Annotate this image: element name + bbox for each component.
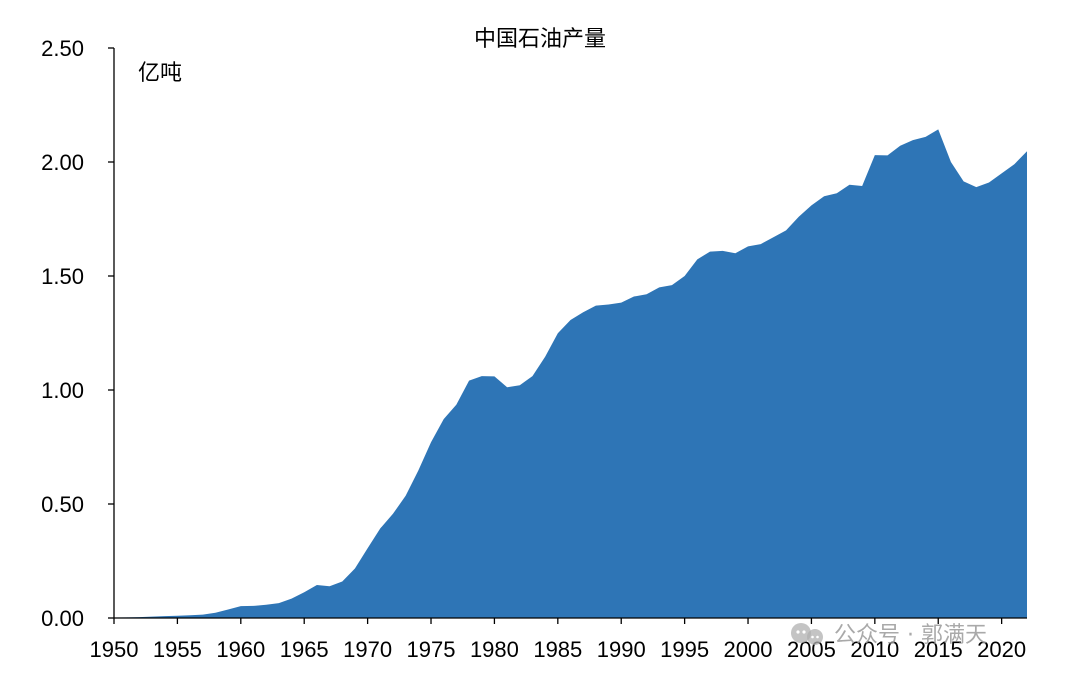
y-tick-label: 2.00: [41, 150, 84, 175]
y-tick-label: 2.50: [41, 36, 84, 61]
x-tick-label: 1955: [153, 637, 202, 662]
x-tick-label: 1960: [216, 637, 265, 662]
y-tick-label: 1.00: [41, 378, 84, 403]
y-tick-label: 1.50: [41, 264, 84, 289]
chart-title: 中国石油产量: [474, 27, 606, 52]
y-unit-label: 亿吨: [138, 61, 182, 86]
area-series: [114, 129, 1027, 618]
x-tick-label: 2010: [850, 637, 899, 662]
x-tick-label: 1995: [660, 637, 709, 662]
y-axis-ticks: 0.00 0.50 1.00 1.50 2.00 2.50: [41, 36, 114, 631]
x-tick-label: 2020: [977, 637, 1026, 662]
y-tick-label: 0.50: [41, 492, 84, 517]
x-tick-label: 1965: [280, 637, 329, 662]
x-tick-label: 1985: [533, 637, 582, 662]
x-tick-label: 1970: [343, 637, 392, 662]
x-tick-label: 1950: [90, 637, 139, 662]
watermark: 公众号 · 郭满天: [791, 623, 987, 648]
x-tick-label: 1990: [597, 637, 646, 662]
x-axis-ticks: 1950 1955 1960 1965 1970 1975 1980 1985 1990 1995…: [90, 618, 1026, 662]
x-tick-label: 2000: [724, 637, 773, 662]
x-tick-label: 1975: [407, 637, 456, 662]
watermark-text: 公众号 · 郭满天: [834, 623, 987, 648]
x-tick-label: 1980: [470, 637, 519, 662]
y-tick-label: 0.00: [41, 606, 84, 631]
wechat-icon: [791, 623, 823, 645]
x-tick-label: 2015: [914, 637, 963, 662]
